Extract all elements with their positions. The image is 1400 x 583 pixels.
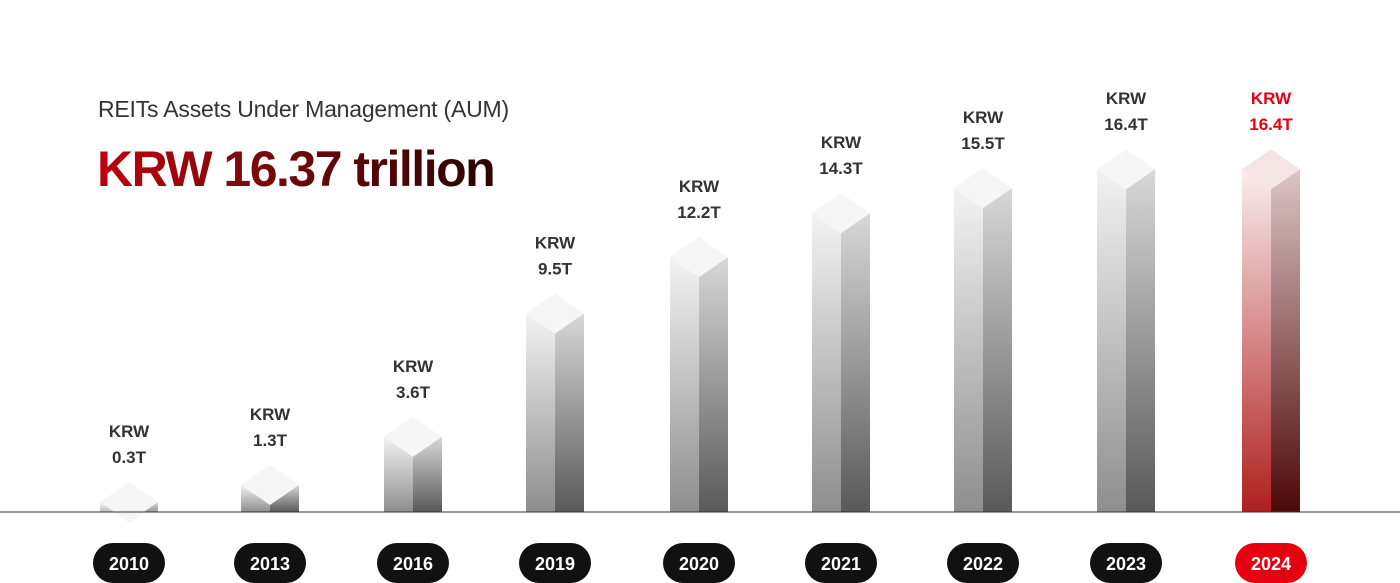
bar-left-face xyxy=(241,484,270,512)
year-label: 2019 xyxy=(535,554,575,574)
chart-subtitle: REITs Assets Under Management (AUM) xyxy=(98,96,509,122)
bar-left-face xyxy=(1097,169,1126,513)
value-label-amount: 1.3T xyxy=(253,431,288,450)
year-pill-2016: 2016 xyxy=(377,543,449,583)
value-label-amount: 12.2T xyxy=(677,203,721,222)
bar-top-cap xyxy=(384,416,442,457)
value-label-amount: 3.6T xyxy=(396,383,431,402)
year-pill-bg xyxy=(663,543,735,583)
year-pill-2019: 2019 xyxy=(519,543,591,583)
bar-top-cap xyxy=(670,237,728,278)
value-label-currency: KRW xyxy=(821,133,862,152)
bar-2024: KRW 16.4T xyxy=(1242,89,1300,513)
year-label: 2016 xyxy=(393,554,433,574)
year-pill-bg xyxy=(805,543,877,583)
value-label-amount: 9.5T xyxy=(538,259,573,278)
value-label-currency: KRW xyxy=(250,405,291,424)
year-pill-2024: 2024 xyxy=(1235,543,1307,583)
year-pill-bg xyxy=(377,543,449,583)
bar-right-face xyxy=(699,257,728,512)
bar-right-face xyxy=(270,484,299,512)
bar-top-cap xyxy=(812,193,870,234)
bar-right-face xyxy=(555,313,584,512)
year-pill-2020: 2020 xyxy=(663,543,735,583)
bar-2020: KRW 12.2T xyxy=(670,177,728,512)
bar-left-face xyxy=(812,213,841,512)
year-pill-bg xyxy=(947,543,1019,583)
bar-left-face xyxy=(526,313,555,512)
year-pill-bg xyxy=(234,543,306,583)
value-label-currency: KRW xyxy=(1251,89,1292,108)
year-pill-2013: 2013 xyxy=(234,543,306,583)
value-label-amount: 16.4T xyxy=(1249,115,1293,134)
year-pill-2010: 2010 xyxy=(93,543,165,583)
bar-top-cap xyxy=(526,293,584,334)
year-label: 2021 xyxy=(821,554,861,574)
bar-2019: KRW 9.5T xyxy=(526,233,584,512)
bar-left-face xyxy=(954,188,983,513)
year-label: 2022 xyxy=(963,554,1003,574)
year-pill-2021: 2021 xyxy=(805,543,877,583)
value-label-currency: KRW xyxy=(963,108,1004,127)
value-label-amount: 15.5T xyxy=(961,134,1005,153)
bar-2013: KRW 1.3T xyxy=(241,405,299,512)
year-pill-bg xyxy=(93,543,165,583)
bar-2021: KRW 14.3T xyxy=(812,133,870,512)
bar-left-face xyxy=(1242,169,1271,513)
bar-2010: KRW 0.3T xyxy=(100,422,158,522)
year-pill-bg xyxy=(1090,543,1162,583)
bar-top-cap xyxy=(1097,149,1155,190)
year-label: 2013 xyxy=(250,554,290,574)
value-label-amount: 0.3T xyxy=(112,448,147,467)
year-pill-2022: 2022 xyxy=(947,543,1019,583)
value-label-currency: KRW xyxy=(679,177,720,196)
year-label: 2010 xyxy=(109,554,149,574)
year-label: 2020 xyxy=(679,554,719,574)
bar-right-face xyxy=(1271,169,1300,513)
bar-2022: KRW 15.5T xyxy=(954,108,1012,513)
value-label-amount: 16.4T xyxy=(1104,115,1148,134)
bar-left-face xyxy=(670,257,699,512)
year-pill-bg xyxy=(1235,543,1307,583)
bar-right-face xyxy=(1126,169,1155,513)
value-label-currency: KRW xyxy=(393,357,434,376)
year-pills-group: 2010 2013 2016 2019 2020 2021 2022 2023 2024 xyxy=(93,543,1307,583)
value-label-currency: KRW xyxy=(1106,89,1147,108)
bars-group: KRW 0.3T KRW 1.3T KRW 3.6T KRW 9.5T KRW 12.2T KRW 1… xyxy=(100,89,1300,522)
value-label-amount: 14.3T xyxy=(819,159,863,178)
bar-top-cap xyxy=(241,464,299,505)
year-pill-bg xyxy=(519,543,591,583)
bar-left-face xyxy=(384,436,413,512)
bar-2016: KRW 3.6T xyxy=(384,357,442,512)
year-label: 2024 xyxy=(1251,554,1291,574)
bar-right-face xyxy=(841,213,870,512)
bar-right-face xyxy=(413,436,442,512)
bar-right-face xyxy=(983,188,1012,513)
bar-top-cap xyxy=(100,482,158,522)
bar-2023: KRW 16.4T xyxy=(1097,89,1155,513)
bar-top-cap xyxy=(1242,149,1300,190)
bar-top-cap xyxy=(954,168,1012,209)
year-pill-2023: 2023 xyxy=(1090,543,1162,583)
value-label-currency: KRW xyxy=(535,233,576,252)
aum-headline: KRW 16.37 trillion xyxy=(97,141,496,197)
value-label-currency: KRW xyxy=(109,422,150,441)
year-label: 2023 xyxy=(1106,554,1146,574)
